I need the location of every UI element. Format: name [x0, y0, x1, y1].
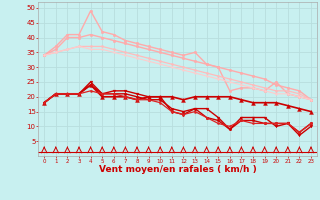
X-axis label: Vent moyen/en rafales ( km/h ): Vent moyen/en rafales ( km/h ) [99, 165, 256, 174]
